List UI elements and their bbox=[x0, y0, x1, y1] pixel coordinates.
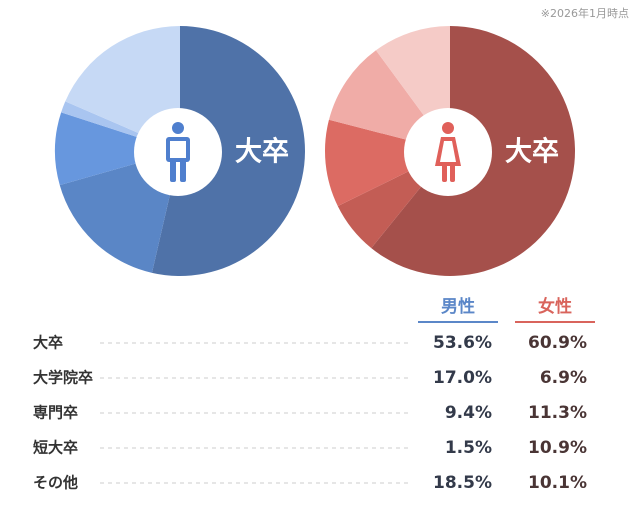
row-label: 大卒 bbox=[33, 334, 63, 352]
column-header: 男性 bbox=[441, 296, 475, 317]
column-header: 女性 bbox=[538, 296, 572, 317]
pies bbox=[55, 25, 575, 276]
cell-value: 18.5% bbox=[433, 473, 492, 493]
center-label: 大卒 bbox=[505, 136, 559, 168]
pie-slice bbox=[55, 112, 181, 186]
row-label: 専門卒 bbox=[33, 404, 78, 422]
cell-value: 6.9% bbox=[540, 368, 587, 388]
cell-value: 11.3% bbox=[528, 403, 587, 423]
row-label: 大学院卒 bbox=[33, 369, 93, 387]
center-label: 大卒 bbox=[235, 136, 289, 168]
cell-value: 10.9% bbox=[528, 438, 587, 458]
cell-value: 10.1% bbox=[528, 473, 587, 493]
cell-value: 9.4% bbox=[445, 403, 492, 423]
female-icon bbox=[435, 122, 461, 182]
note: ※2026年1月時点 bbox=[541, 6, 629, 20]
pie-slice bbox=[325, 119, 450, 207]
row-label: その他 bbox=[33, 474, 78, 492]
cell-value: 60.9% bbox=[528, 333, 587, 353]
icons: 大卒 大卒 bbox=[134, 108, 559, 196]
row-label: 短大卒 bbox=[33, 439, 78, 457]
pie-slice bbox=[151, 26, 305, 276]
male-icon bbox=[166, 122, 190, 182]
cell-value: 1.5% bbox=[445, 438, 492, 458]
cell-value: 53.6% bbox=[433, 333, 492, 353]
cell-value: 17.0% bbox=[433, 368, 492, 388]
